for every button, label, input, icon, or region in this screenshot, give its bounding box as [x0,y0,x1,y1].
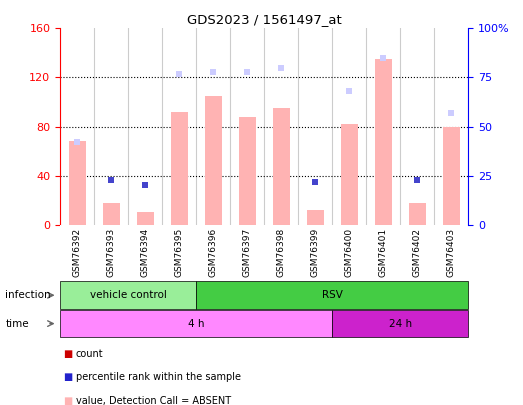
Text: GSM76398: GSM76398 [277,228,286,277]
Text: vehicle control: vehicle control [90,290,166,300]
Bar [196,281,468,309]
Bar [442,126,460,225]
Text: GSM76393: GSM76393 [107,228,116,277]
Text: GSM76397: GSM76397 [243,228,252,277]
Bar [170,112,188,225]
Text: GSM76395: GSM76395 [175,228,184,277]
Bar [408,202,426,225]
Bar [332,310,468,337]
Text: GSM76400: GSM76400 [345,228,354,277]
Text: GSM76396: GSM76396 [209,228,218,277]
Text: GSM76403: GSM76403 [447,228,456,277]
Bar [272,108,290,225]
Text: GSM76394: GSM76394 [141,228,150,277]
Text: 24 h: 24 h [389,319,412,328]
Bar [69,141,86,225]
Text: time: time [5,319,29,328]
Text: RSV: RSV [322,290,343,300]
Bar [137,213,154,225]
Text: GSM76402: GSM76402 [413,228,422,277]
Bar [340,124,358,225]
Bar [204,96,222,225]
Text: GSM76392: GSM76392 [73,228,82,277]
Title: GDS2023 / 1561497_at: GDS2023 / 1561497_at [187,13,342,26]
Text: GSM76401: GSM76401 [379,228,388,277]
Text: infection: infection [5,290,51,300]
Bar [103,202,120,225]
Text: value, Detection Call = ABSENT: value, Detection Call = ABSENT [76,396,231,405]
Bar [60,281,196,309]
Bar [60,310,332,337]
Bar [374,59,392,225]
Text: ■: ■ [63,396,72,405]
Text: ■: ■ [63,372,72,382]
Text: percentile rank within the sample: percentile rank within the sample [76,372,241,382]
Bar [238,117,256,225]
Text: 4 h: 4 h [188,319,204,328]
Bar [306,210,324,225]
Text: count: count [76,349,104,358]
Text: GSM76399: GSM76399 [311,228,320,277]
Text: ■: ■ [63,349,72,358]
